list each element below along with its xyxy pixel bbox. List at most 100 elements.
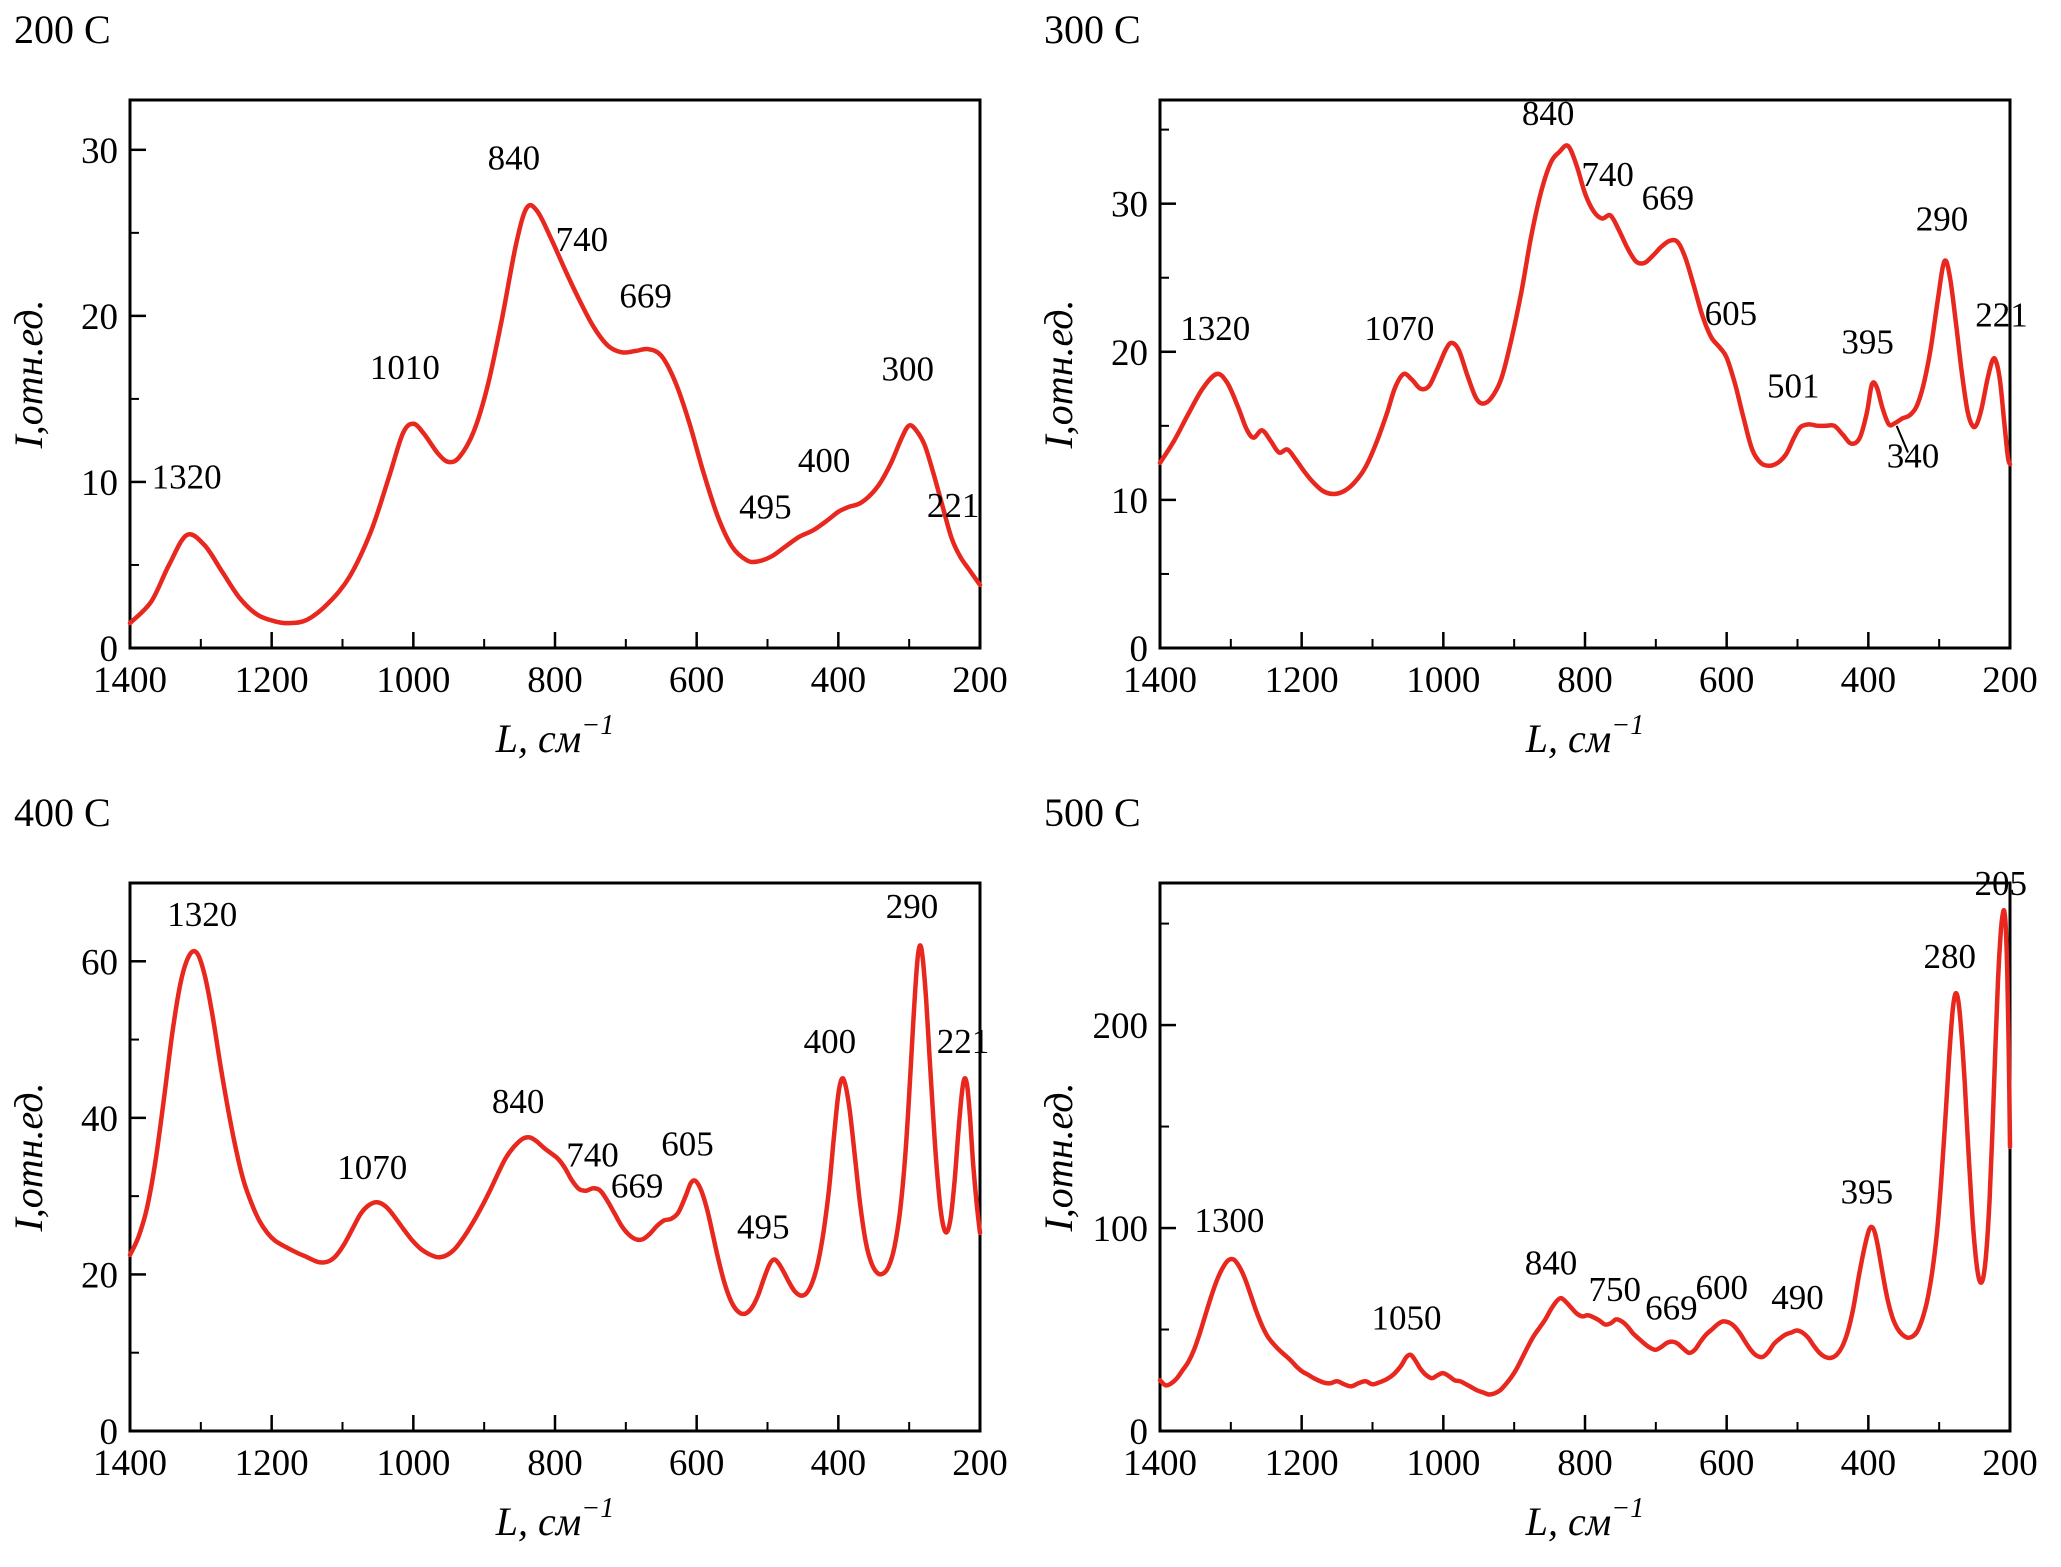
peak-label: 280 xyxy=(1924,937,1977,976)
axes: 1400 1200 1000 800 600 400 200 0 10 20 30 L, см−1 I,… xyxy=(1036,128,2038,761)
svg-text:600: 600 xyxy=(1699,660,1755,701)
peak-label: 1010 xyxy=(370,348,440,387)
svg-text:400: 400 xyxy=(1841,660,1897,701)
peak-label: 840 xyxy=(1522,94,1575,133)
svg-text:400: 400 xyxy=(811,1443,867,1484)
svg-text:200: 200 xyxy=(1982,1443,2038,1484)
peak-label: 490 xyxy=(1771,1278,1824,1317)
svg-text:10: 10 xyxy=(1111,481,1148,522)
svg-text:200: 200 xyxy=(952,1443,1008,1484)
svg-text:20: 20 xyxy=(81,297,118,338)
peak-label: 1320 xyxy=(167,895,237,934)
peak-label: 840 xyxy=(1525,1244,1578,1283)
peak-label: 1070 xyxy=(1364,309,1434,348)
peak-label: 605 xyxy=(1705,294,1758,333)
svg-text:20: 20 xyxy=(1111,333,1148,374)
spectrum-plot: 1400 1200 1000 800 600 400 200 0 10 20 30 L, см−1 I,… xyxy=(1036,94,2038,761)
svg-text:600: 600 xyxy=(669,660,725,701)
peak-label: 1320 xyxy=(152,458,222,497)
panel-title-500c: 500 C xyxy=(1044,790,1141,835)
svg-text:0: 0 xyxy=(1130,629,1149,670)
svg-text:800: 800 xyxy=(527,1443,583,1484)
peak-label: 495 xyxy=(739,487,792,526)
panel-title-400c: 400 C xyxy=(14,790,111,835)
svg-text:400: 400 xyxy=(811,660,867,701)
panel-400c: 400 C 1400 1200 1000 800 600 400 200 0 20 40 60 L, … xyxy=(0,783,1030,1567)
peak-label: 669 xyxy=(619,277,672,316)
peak-label: 221 xyxy=(937,1022,990,1061)
svg-text:1200: 1200 xyxy=(235,1443,309,1484)
svg-text:200: 200 xyxy=(1093,1006,1149,1047)
svg-text:20: 20 xyxy=(81,1255,118,1296)
svg-text:1000: 1000 xyxy=(376,1443,450,1484)
svg-text:600: 600 xyxy=(1699,1443,1755,1484)
peak-label: 221 xyxy=(1975,296,2028,335)
spectrum-chart-500c: 1400 1200 1000 800 600 400 200 0 100 200 L, см−1 I,… xyxy=(1036,841,2061,1561)
svg-text:100: 100 xyxy=(1093,1209,1149,1250)
peak-label: 669 xyxy=(1645,1288,1698,1327)
y-axis-label: I,отн.ед. xyxy=(1038,1082,1081,1232)
spectrum-plot: 1400 1200 1000 800 600 400 200 0 10 20 30 L, см−1 I,… xyxy=(6,98,1008,761)
svg-text:1400: 1400 xyxy=(1123,1443,1197,1484)
svg-text:400: 400 xyxy=(1841,1443,1897,1484)
svg-text:30: 30 xyxy=(81,131,118,172)
svg-text:0: 0 xyxy=(100,629,119,670)
svg-text:800: 800 xyxy=(1557,660,1613,701)
svg-text:1200: 1200 xyxy=(235,660,309,701)
peak-label: 669 xyxy=(1642,179,1695,218)
peak-label: 1300 xyxy=(1194,1201,1264,1240)
spectrum-plot: 1400 1200 1000 800 600 400 200 0 20 40 60 L, см−1 I,… xyxy=(6,881,1008,1544)
spectrum-plot: 1400 1200 1000 800 600 400 200 0 100 200 L, см−1 I,… xyxy=(1036,864,2038,1544)
y-axis-label: I,отн.ед. xyxy=(8,1082,51,1232)
spectrum-curve xyxy=(127,202,983,626)
peak-label: 400 xyxy=(798,441,851,480)
svg-text:10: 10 xyxy=(81,463,118,504)
peak-label: 1070 xyxy=(337,1148,407,1187)
x-axis-label: L, см−1 xyxy=(495,1493,614,1544)
plot-frame xyxy=(128,98,982,650)
peak-label: 1320 xyxy=(1180,309,1250,348)
svg-text:40: 40 xyxy=(81,1099,118,1140)
svg-text:800: 800 xyxy=(527,660,583,701)
svg-text:60: 60 xyxy=(81,942,118,983)
spectrum-curve xyxy=(127,943,983,1317)
peak-label: 340 xyxy=(1887,436,1940,475)
svg-text:600: 600 xyxy=(669,1443,725,1484)
svg-text:1000: 1000 xyxy=(376,660,450,701)
panel-200c: 200 C 1400 1200 1000 800 600 400 200 0 10 20 30 L, … xyxy=(0,0,1030,783)
peak-label: 840 xyxy=(488,139,541,178)
peak-label: 300 xyxy=(882,350,935,389)
peak-label: 290 xyxy=(1916,199,1969,238)
spectrum-chart-300c: 1400 1200 1000 800 600 400 200 0 10 20 30 L, см−1 I,… xyxy=(1036,58,2061,778)
panel-500c: 500 C 1400 1200 1000 800 600 400 200 0 100 200 L, … xyxy=(1030,783,2061,1567)
peak-label: 740 xyxy=(1581,155,1634,194)
peak-label: 600 xyxy=(1695,1268,1748,1307)
peak-label: 205 xyxy=(1975,864,2028,903)
spectrum-curve xyxy=(1157,907,2013,1397)
panel-300c: 300 C 1400 1200 1000 800 600 400 200 0 10 20 30 L, … xyxy=(1030,0,2061,783)
svg-text:1400: 1400 xyxy=(93,660,167,701)
panel-title-300c: 300 C xyxy=(1044,7,1141,52)
peak-label: 605 xyxy=(661,1124,714,1163)
peak-label: 495 xyxy=(737,1207,790,1246)
y-axis-label: I,отн.ед. xyxy=(1038,299,1081,449)
svg-text:1000: 1000 xyxy=(1406,1443,1480,1484)
svg-text:1000: 1000 xyxy=(1406,660,1480,701)
svg-text:200: 200 xyxy=(1982,660,2038,701)
x-axis-label: L, см−1 xyxy=(1525,710,1644,761)
peak-label: 1050 xyxy=(1372,1299,1442,1338)
x-axis-label: L, см−1 xyxy=(1525,1493,1644,1544)
axes: 1400 1200 1000 800 600 400 200 0 100 200 L, см−1 I,… xyxy=(1036,922,2038,1544)
svg-text:1400: 1400 xyxy=(93,1443,167,1484)
plot-frame xyxy=(1158,881,2012,1433)
peak-label: 740 xyxy=(566,1135,619,1174)
spectrum-curve xyxy=(1157,143,2013,497)
svg-text:1200: 1200 xyxy=(1265,660,1339,701)
peak-label: 221 xyxy=(927,486,980,525)
svg-text:800: 800 xyxy=(1557,1443,1613,1484)
